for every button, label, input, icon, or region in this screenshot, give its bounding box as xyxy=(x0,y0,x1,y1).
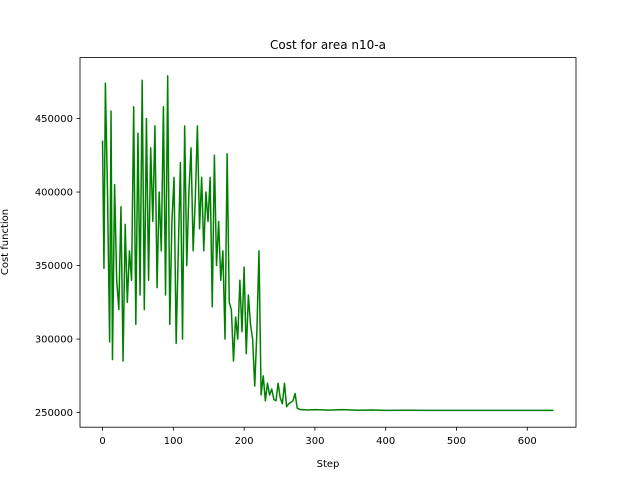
y-tick-label: 300000 xyxy=(35,335,73,346)
x-tick-label: 600 xyxy=(518,436,537,447)
data-line xyxy=(101,75,554,412)
x-tick-label: 400 xyxy=(376,436,395,447)
x-tick-label: 100 xyxy=(164,436,183,447)
x-axis-label: Step xyxy=(317,459,340,470)
y-tick-label: 400000 xyxy=(35,188,73,199)
chart-title: Cost for area n10-a xyxy=(270,38,386,52)
y-tick-label: 350000 xyxy=(35,261,73,272)
plot-frame xyxy=(79,57,577,428)
y-axis-label: Cost function xyxy=(0,209,11,275)
y-tick-label: 450000 xyxy=(35,114,73,125)
y-tick-label: 250000 xyxy=(35,408,73,419)
x-tick-label: 300 xyxy=(305,436,324,447)
x-tick-label: 200 xyxy=(235,436,254,447)
x-tick-label: 0 xyxy=(99,436,105,447)
x-tick-label: 500 xyxy=(447,436,466,447)
